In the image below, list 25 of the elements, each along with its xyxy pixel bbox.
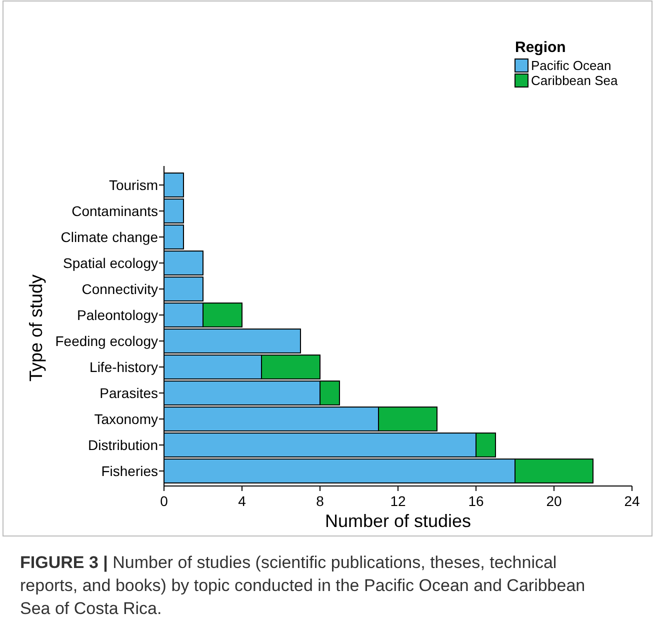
- y-axis-title: Type of study: [26, 274, 46, 382]
- x-axis-title: Number of studies: [324, 511, 472, 531]
- x-tick-label: 4: [238, 493, 246, 509]
- y-tick-label: Taxonomy: [94, 411, 158, 427]
- x-tick-label: 20: [546, 493, 562, 509]
- y-tick-label: Parasites: [100, 385, 158, 401]
- x-tick-label: 0: [160, 493, 168, 509]
- y-tick-label: Paleontology: [77, 307, 158, 323]
- x-tick-label: 24: [624, 493, 640, 509]
- caption: FIGURE 3 | Number of studies (scientific publications, theses, technical reports, and books) by topic conducted in the Pacific Ocean and Caribbean Sea of Costa Rica.: [20, 553, 586, 618]
- y-tick-label: Climate change: [60, 229, 158, 245]
- y-tick-label: Contaminants: [72, 203, 158, 219]
- x-tick-label: 12: [390, 493, 406, 509]
- y-tick-label: Feeding ecology: [55, 333, 158, 349]
- y-tick-label: Connectivity: [82, 281, 158, 297]
- y-tick-label: Distribution: [88, 437, 158, 453]
- legend-label: Caribbean Sea: [531, 73, 618, 88]
- y-tick-label: Tourism: [108, 177, 158, 193]
- x-tick-label: 16: [468, 493, 484, 509]
- x-tick-label: 8: [316, 493, 324, 509]
- y-tick-label: Fisheries: [101, 463, 158, 479]
- legend-label: Pacific Ocean: [531, 58, 612, 73]
- y-tick-label: Life-history: [90, 359, 158, 375]
- legend-title: Region: [515, 39, 566, 56]
- y-tick-label: Spatial ecology: [63, 255, 158, 271]
